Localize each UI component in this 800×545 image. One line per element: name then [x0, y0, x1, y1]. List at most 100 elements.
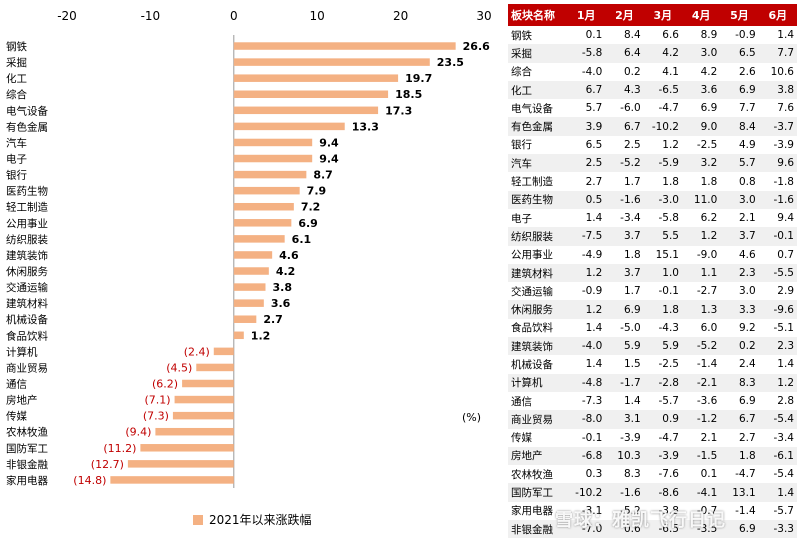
table-row: 钢铁 0.1 8.4 6.6 8.9 -0.9 1.4 — [508, 26, 797, 45]
bars — [110, 42, 456, 484]
value-cell: -5.2 — [605, 154, 644, 173]
value-cell: 1.8 — [643, 172, 682, 191]
value-cell: -0.1 — [567, 428, 606, 447]
value-cell: 3.3 — [720, 300, 759, 319]
value-cell: 1.0 — [643, 263, 682, 283]
value-cell: -3.0 — [643, 190, 682, 209]
category-label: 交通运输 — [6, 281, 48, 294]
value-cell: 4.3 — [605, 80, 644, 100]
value-cell: 4.9 — [720, 135, 759, 155]
value-cell: 0.2 — [720, 337, 759, 356]
value-cell: -1.2 — [681, 410, 721, 429]
value-cell: 1.7 — [605, 172, 644, 191]
value-cell: -4.9 — [567, 245, 606, 264]
table-row: 计算机 -4.8 -1.7 -2.8 -2.1 8.3 1.2 — [508, 373, 797, 392]
x-tick-label: 20 — [393, 9, 408, 23]
value-cell: 2.9 — [758, 282, 797, 301]
value-cell: 1.8 — [643, 300, 682, 319]
value-cell: 0.2 — [605, 62, 644, 81]
x-tick-label: -10 — [141, 9, 161, 23]
data-label: (7.3) — [143, 410, 169, 423]
value-cell: 1.3 — [681, 300, 721, 319]
value-cell: -1.6 — [605, 190, 644, 209]
table-row: 传媒 -0.1 -3.9 -4.7 2.1 2.7 -3.4 — [508, 428, 797, 447]
category-label: 国防军工 — [6, 442, 48, 455]
sector-cell: 休闲服务 — [508, 300, 567, 319]
bar — [233, 154, 313, 163]
value-cell: 6.9 — [605, 300, 644, 319]
value-cell: 3.9 — [567, 117, 606, 136]
value-cell: 9.2 — [720, 318, 759, 338]
value-cell: 3.0 — [720, 282, 759, 301]
value-cell: -3.3 — [758, 520, 797, 539]
value-cell: 3.7 — [720, 227, 759, 246]
data-label: 4.6 — [279, 249, 299, 262]
bar — [233, 251, 273, 259]
category-label: 化工 — [6, 72, 27, 85]
value-cell: 3.8 — [758, 80, 797, 100]
sector-cell: 医药生物 — [508, 190, 567, 209]
value-cell: -3.9 — [643, 446, 682, 466]
bar — [174, 395, 234, 404]
value-cell: 1.8 — [605, 245, 644, 264]
value-cell: -5.4 — [758, 465, 797, 484]
table-row: 建筑装饰 -4.0 5.9 5.9 -5.2 0.2 2.3 — [508, 337, 797, 356]
table-row: 医药生物 0.5 -1.6 -3.0 11.0 3.0 -1.6 — [508, 190, 797, 209]
value-cell: -6.5 — [643, 80, 682, 100]
category-label: 电气设备 — [6, 104, 48, 117]
value-cell: -0.7 — [681, 501, 721, 521]
sector-cell: 采掘 — [508, 44, 567, 63]
data-label: 9.4 — [319, 153, 339, 166]
bar — [233, 58, 430, 66]
bar — [233, 90, 389, 98]
value-cell: -4.0 — [567, 337, 606, 356]
value-cell: -3.8 — [643, 501, 682, 521]
data-label: 17.3 — [385, 104, 412, 117]
value-cell: -1.7 — [605, 373, 644, 392]
value-cell: -10.2 — [567, 483, 606, 502]
value-cell: 2.1 — [720, 208, 759, 228]
value-cell: -4.8 — [567, 373, 606, 392]
value-cell: -4.7 — [720, 465, 759, 484]
value-cell: -0.9 — [720, 26, 759, 45]
category-label: 建筑材料 — [6, 297, 48, 310]
data-label: 7.9 — [307, 185, 327, 198]
legend: 2021年以来涨跌幅 — [193, 511, 312, 528]
table-row: 轻工制造 2.7 1.7 1.8 1.8 0.8 -1.8 — [508, 172, 797, 191]
value-cell: 5.9 — [605, 337, 644, 356]
header-month: 4月 — [681, 4, 721, 26]
value-cell: 1.4 — [758, 483, 797, 502]
category-label: 轻工制造 — [6, 201, 48, 214]
bar — [233, 186, 300, 195]
table-row: 交通运输 -0.9 1.7 -0.1 -2.7 3.0 2.9 — [508, 282, 797, 301]
x-axis-ticks: -20 -10 0 10 20 30 — [57, 9, 491, 23]
value-cell: 2.6 — [720, 62, 759, 81]
header-month: 6月 — [758, 4, 797, 26]
category-label: 家用电器 — [6, 474, 48, 487]
sector-cell: 电气设备 — [508, 99, 567, 118]
value-cell: 2.7 — [567, 172, 606, 191]
data-label: 1.2 — [251, 329, 270, 342]
category-label: 传媒 — [6, 410, 27, 423]
value-cell: 10.3 — [605, 446, 644, 466]
value-cell: -7.0 — [567, 520, 606, 539]
sector-cell: 电子 — [508, 208, 567, 228]
value-cell: 7.6 — [758, 99, 797, 118]
value-cell: -3.5 — [681, 520, 721, 539]
value-cell: -3.4 — [605, 208, 644, 228]
category-label: 有色金属 — [6, 120, 48, 133]
table-row: 采掘 -5.8 6.4 4.2 3.0 6.5 7.7 — [508, 44, 797, 63]
data-label: 6.9 — [298, 217, 318, 230]
value-cell: 6.9 — [681, 99, 721, 118]
table-row: 房地产 -6.8 10.3 -3.9 -1.5 1.8 -6.1 — [508, 446, 797, 466]
value-cell: -5.1 — [758, 318, 797, 338]
data-label: (7.1) — [145, 394, 171, 407]
value-cell: -4.7 — [643, 99, 682, 118]
bar — [110, 476, 234, 484]
value-cell: -2.5 — [643, 355, 682, 374]
value-cell: 4.2 — [681, 62, 721, 81]
bar — [233, 106, 379, 115]
value-cell: 6.6 — [643, 26, 682, 45]
table-row: 国防军工 -10.2 -1.6 -8.6 -4.1 13.1 1.4 — [508, 483, 797, 502]
x-tick-label: 0 — [230, 9, 238, 23]
